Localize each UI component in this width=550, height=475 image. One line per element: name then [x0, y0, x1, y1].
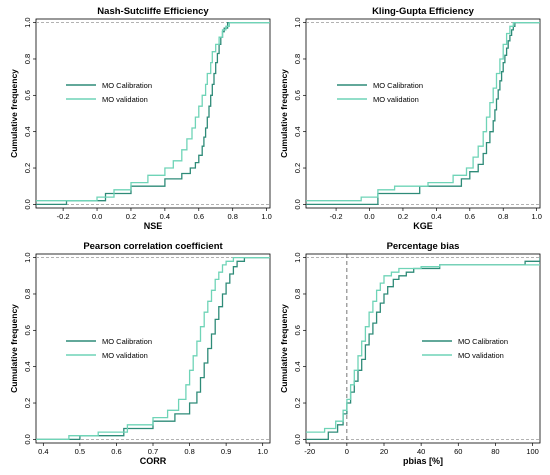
y-tick-label: 0.4	[293, 126, 302, 136]
y-tick-label: 0.0	[293, 434, 302, 444]
y-tick-label: 0.8	[293, 289, 302, 299]
chart-title: Percentage bias	[387, 241, 460, 252]
y-tick-label: 0.2	[293, 398, 302, 408]
x-tick-label: 100	[526, 447, 539, 456]
y-tick-label: 0.6	[293, 90, 302, 100]
legend-label: MO Calibration	[102, 337, 152, 346]
panel-corr: 0.4 0.5 0.6 0.7 0.8 0.9 1.0 0.0 0.2 0.4 0.6 0.8 1.0 P…	[9, 241, 271, 466]
plot-frame	[35, 18, 271, 209]
legend-label: MO Calibration	[373, 81, 423, 90]
y-tick-label: 0.4	[23, 126, 32, 136]
x-tick-label: 0.6	[111, 447, 121, 456]
legend-label: MO validation	[458, 351, 504, 360]
chart-title: Nash-Sutcliffe Efficiency	[97, 6, 209, 17]
plot-frame	[305, 253, 541, 444]
legend-label: MO validation	[373, 95, 419, 104]
x-tick-label: 0.9	[221, 447, 231, 456]
x-tick-label: 0.4	[38, 447, 48, 456]
x-tick-label: 0.4	[160, 212, 170, 221]
y-tick-label: 0.8	[23, 54, 32, 64]
x-tick-label: 0.5	[75, 447, 85, 456]
x-tick-label: 0.8	[184, 447, 194, 456]
x-tick-label: 0	[345, 447, 349, 456]
y-tick-label: 0.2	[23, 163, 32, 173]
y-tick-label: 0.6	[293, 325, 302, 335]
x-axis-label: pbias [%]	[403, 456, 443, 466]
x-tick-label: 0.4	[431, 212, 441, 221]
x-tick-label: 40	[417, 447, 425, 456]
x-tick-label: 1.0	[261, 212, 271, 221]
y-tick-label: 1.0	[23, 17, 32, 27]
y-axis-label: Cumulative frequency	[279, 69, 289, 158]
x-tick-label: 0.6	[465, 212, 475, 221]
y-tick-label: 0.4	[293, 361, 302, 371]
chart-title: Kling-Gupta Efficiency	[372, 6, 475, 17]
legend-label: MO Calibration	[458, 337, 508, 346]
y-tick-label: 0.2	[293, 163, 302, 173]
panel-pbias: -20 0 20 40 60 80 100 0.0 0.2 0.4 0.6 0.8 1.0 Percent…	[279, 241, 541, 466]
x-tick-label: -20	[304, 447, 315, 456]
x-tick-label: 0.0	[364, 212, 374, 221]
y-tick-label: 1.0	[293, 252, 302, 262]
legend-label: MO Calibration	[102, 81, 152, 90]
x-tick-label: 0.8	[498, 212, 508, 221]
y-tick-label: 0.6	[23, 325, 32, 335]
x-axis-label: NSE	[144, 221, 163, 231]
series-line-mo-validation	[306, 21, 540, 202]
y-tick-label: 0.0	[293, 199, 302, 209]
y-tick-label: 0.8	[293, 54, 302, 64]
y-tick-label: 0.0	[23, 199, 32, 209]
x-tick-label: -0.2	[57, 212, 70, 221]
y-tick-label: 0.8	[23, 289, 32, 299]
panel-kge: -0.2 0.0 0.2 0.4 0.6 0.8 1.0 0.0 0.2 0.4 0.6 0.8 1.0…	[279, 6, 542, 231]
x-tick-label: 0.7	[148, 447, 158, 456]
x-tick-label: 20	[380, 447, 388, 456]
x-tick-label: 1.0	[531, 212, 541, 221]
y-tick-label: 0.6	[23, 90, 32, 100]
series-line-mo-validation	[36, 256, 270, 441]
y-axis-label: Cumulative frequency	[279, 304, 289, 393]
x-tick-label: 80	[491, 447, 499, 456]
legend-label: MO validation	[102, 351, 148, 360]
x-tick-label: 60	[454, 447, 462, 456]
y-tick-label: 0.0	[23, 434, 32, 444]
panel-nse: -0.2 0.0 0.2 0.4 0.6 0.8 1.0 0.0 0.2 0.4 0.6 0.8 1.0…	[9, 6, 272, 231]
series-line-mo-validation	[306, 264, 540, 433]
series-line-mo-calibration	[36, 256, 270, 441]
chart-title: Pearson correlation coefficient	[83, 241, 223, 252]
plot-frame	[305, 18, 541, 209]
y-tick-label: 0.2	[23, 398, 32, 408]
x-tick-label: -0.2	[330, 212, 343, 221]
y-tick-label: 0.4	[23, 361, 32, 371]
x-tick-label: 0.2	[398, 212, 408, 221]
plot-frame	[35, 253, 271, 444]
series-line-mo-calibration	[306, 257, 540, 441]
legend-label: MO validation	[102, 95, 148, 104]
series-line-mo-calibration	[306, 21, 540, 206]
series-line-mo-calibration	[36, 21, 270, 206]
y-axis-label: Cumulative frequency	[9, 304, 19, 393]
x-tick-label: 1.0	[257, 447, 267, 456]
x-axis-label: KGE	[413, 221, 433, 231]
series-line-mo-validation	[36, 21, 270, 202]
x-tick-label: 0.2	[126, 212, 136, 221]
x-tick-label: 0.0	[92, 212, 102, 221]
y-axis-label: Cumulative frequency	[9, 69, 19, 158]
x-tick-label: 0.6	[194, 212, 204, 221]
x-tick-label: 0.8	[227, 212, 237, 221]
x-axis-label: CORR	[140, 456, 167, 466]
y-tick-label: 1.0	[23, 252, 32, 262]
y-tick-label: 1.0	[293, 17, 302, 27]
